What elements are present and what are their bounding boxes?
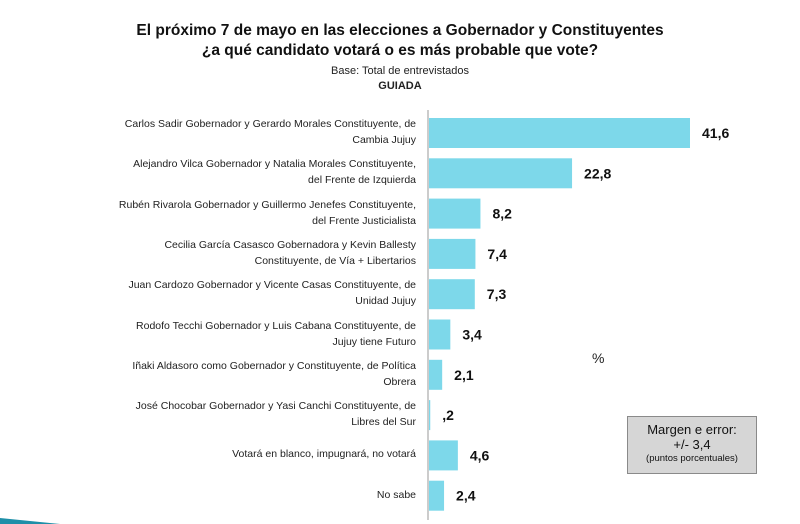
category-label: José Chocobar Gobernador y Yasi Canchi C… [76,398,416,430]
margin-of-error-unit: (puntos porcentuales) [646,453,738,464]
category-label-line: Jujuy tiene Futuro [332,335,416,348]
category-label: Juan Cardozo Gobernador y Vicente Casas … [76,277,416,309]
bar-value-label: 8,2 [492,206,512,222]
bar-value-label: 2,4 [456,488,476,504]
percent-unit-label: % [592,350,605,366]
category-label-line: Unidad Jujuy [355,295,416,308]
category-label-line: Cambia Jujuy [352,134,416,146]
category-label-line: del Frente de Izquierda [308,174,416,187]
bar-value-label: ,2 [442,407,454,423]
category-label: No sabe [76,487,416,503]
bar-value-label: 41,6 [702,125,729,141]
chart-title-line-2: ¿a qué candidato votará o es más probabl… [201,42,599,59]
bar-value-label: 7,4 [487,246,507,262]
category-label: Carlos Sadir Gobernador y Gerardo Morale… [76,116,416,148]
bar-value-label: 3,4 [462,327,482,343]
margin-of-error-value: +/- 3,4 [673,437,711,452]
category-label-line: Iñaki Aldasoro como Gobernador y Constit… [132,359,416,372]
category-label-line: Carlos Sadir Gobernador y Gerardo Morale… [124,118,416,130]
category-label-line: Libres del Sur [351,416,416,429]
category-label-line: No sabe [376,488,416,501]
chart-title-line-1: El próximo 7 de mayo en las elecciones a… [136,22,664,39]
bar-value-label: 4,6 [470,447,490,463]
bar-value-label: 2,1 [454,367,474,383]
category-label: Alejandro Vilca Gobernador y Natalia Mor… [76,156,416,188]
bar [429,238,476,269]
bar [429,319,451,350]
bar [429,440,458,471]
bar [429,158,573,189]
category-label-line: Rubén Rivarola Gobernador y Guillermo Je… [118,198,416,211]
category-label-line: Constituyente, de Vía + Libertarios [254,254,416,267]
margin-of-error-title: Margen e error: [647,422,737,437]
category-label: Votará en blanco, impugnará, no votará [76,446,416,462]
category-label: Cecilia García Casasco Gobernadora y Kev… [76,237,416,269]
category-label-line: Votará en blanco, impugnará, no votará [232,448,416,461]
guided-note: GUIADA [378,80,422,92]
bar [429,359,443,390]
bar [429,118,690,148]
bar-value-label: 22,8 [584,165,611,181]
category-label: Rubén Rivarola Gobernador y Guillermo Je… [76,197,416,229]
corner-decoration [0,518,60,524]
category-label: Iñaki Aldasoro como Gobernador y Constit… [76,358,416,390]
category-label-line: Juan Cardozo Gobernador y Vicente Casas … [128,279,416,292]
bar [429,279,475,310]
bar [429,400,431,431]
category-label-line: Alejandro Vilca Gobernador y Natalia Mor… [133,158,416,171]
bar [429,198,481,229]
bar-value-label: 7,3 [487,286,507,302]
bar [429,480,445,511]
category-label-line: Obrera [383,375,416,388]
category-label-line: José Chocobar Gobernador y Yasi Canchi C… [135,400,416,413]
category-label-line: del Frente Justicialista [312,214,416,227]
category-label: Rodofo Tecchi Gobernador y Luis Cabana C… [76,318,416,350]
category-label-line: Cecilia García Casasco Gobernadora y Kev… [164,238,416,251]
margin-of-error-box: Margen e error: +/- 3,4 (puntos porcentu… [627,416,757,474]
base-note: Base: Total de entrevistados [331,65,469,77]
category-label-line: Rodofo Tecchi Gobernador y Luis Cabana C… [136,319,416,332]
